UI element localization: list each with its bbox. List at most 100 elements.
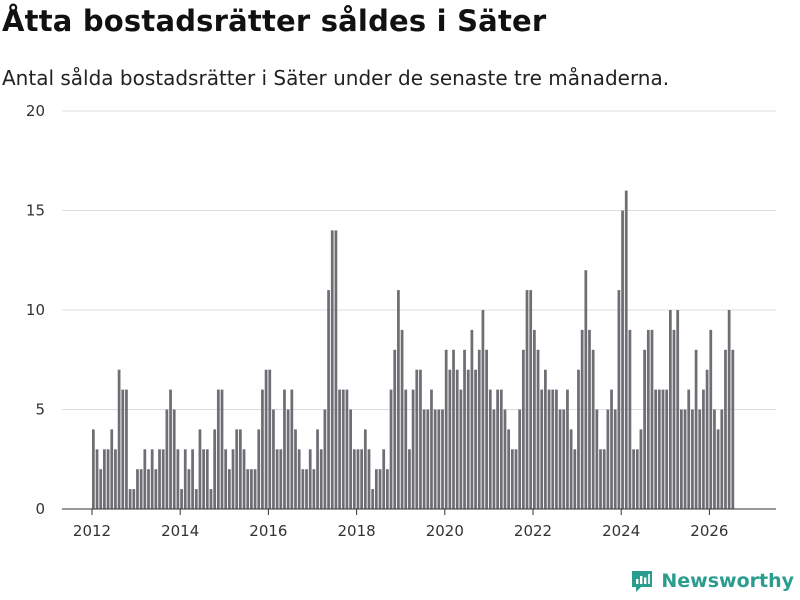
x-axis: 2012 2014 2016 2018 2020 2022 2024 2026 xyxy=(62,508,776,540)
bar xyxy=(455,369,459,509)
bar xyxy=(283,389,286,509)
bar xyxy=(172,409,176,509)
bar xyxy=(352,449,356,509)
bar xyxy=(617,290,621,509)
bar xyxy=(301,469,305,509)
bar xyxy=(297,449,301,509)
bar xyxy=(150,449,154,509)
bar xyxy=(643,349,646,509)
bar xyxy=(338,389,341,509)
x-tick-label: 2018 xyxy=(338,522,376,540)
bar xyxy=(691,409,694,509)
bar xyxy=(676,310,680,509)
bar xyxy=(727,310,731,509)
y-tick-label: 20 xyxy=(26,102,45,120)
bar xyxy=(433,409,437,509)
bar xyxy=(650,329,654,509)
bar xyxy=(496,389,499,509)
bar xyxy=(382,449,386,509)
bar xyxy=(360,449,364,509)
y-tick-label: 5 xyxy=(35,401,45,419)
bar xyxy=(724,349,727,509)
bar xyxy=(441,409,444,509)
chart-title: Åtta bostadsrätter såldes i Säter xyxy=(2,4,547,38)
bar xyxy=(621,210,624,509)
bar xyxy=(294,429,297,509)
bar xyxy=(154,469,158,509)
bar xyxy=(613,409,617,509)
newsworthy-logo-icon xyxy=(632,571,653,592)
newsworthy-logo: Newsworthy xyxy=(629,568,794,594)
bar xyxy=(397,290,400,509)
bar xyxy=(510,449,514,509)
bars xyxy=(92,190,735,509)
bar xyxy=(356,449,360,509)
bar xyxy=(319,449,323,509)
bar xyxy=(235,429,239,509)
bar xyxy=(702,389,705,509)
bar xyxy=(216,389,220,509)
bar xyxy=(488,389,492,509)
bar xyxy=(529,290,533,509)
bar xyxy=(555,389,558,509)
bar xyxy=(220,389,224,509)
bar xyxy=(275,449,279,509)
bar xyxy=(246,469,250,509)
bar xyxy=(665,389,669,509)
bar xyxy=(573,449,577,509)
bar xyxy=(408,449,411,509)
bar xyxy=(474,369,477,509)
bar xyxy=(713,409,716,509)
bar xyxy=(114,449,117,509)
bar xyxy=(231,449,235,509)
bar xyxy=(463,349,466,509)
x-tick-label: 2024 xyxy=(602,522,640,540)
bar xyxy=(680,409,683,509)
bar xyxy=(624,190,628,509)
bar xyxy=(92,429,95,509)
bar xyxy=(213,429,217,509)
bar xyxy=(323,409,327,509)
bar xyxy=(518,409,522,509)
bar xyxy=(705,369,709,509)
bar xyxy=(374,469,378,509)
bar xyxy=(290,389,294,509)
x-tick-label: 2022 xyxy=(514,522,552,540)
bar xyxy=(308,449,312,509)
bar xyxy=(503,409,507,509)
bar xyxy=(191,449,194,509)
bar xyxy=(635,449,639,509)
bar xyxy=(720,409,724,509)
bar xyxy=(165,409,169,509)
bar xyxy=(551,389,555,509)
bar xyxy=(272,409,275,509)
bar xyxy=(187,469,191,509)
bar xyxy=(147,469,150,509)
bar xyxy=(117,369,121,509)
bar xyxy=(393,349,397,509)
bar xyxy=(257,429,261,509)
bar xyxy=(386,469,389,509)
bar xyxy=(305,469,308,509)
bar xyxy=(136,469,139,509)
bar xyxy=(253,469,257,509)
y-tick-label: 15 xyxy=(26,202,45,220)
bar xyxy=(224,449,228,509)
bar xyxy=(514,449,518,509)
bar xyxy=(378,469,382,509)
bar xyxy=(367,449,371,509)
bar xyxy=(103,449,106,509)
bar xyxy=(143,449,147,509)
bar xyxy=(242,449,246,509)
bar xyxy=(444,349,448,509)
bar xyxy=(591,349,595,509)
bar xyxy=(687,389,691,509)
bar xyxy=(646,329,650,509)
bar xyxy=(327,290,330,509)
bar xyxy=(389,389,393,509)
bar xyxy=(169,389,172,509)
bar xyxy=(209,489,213,509)
bar xyxy=(566,389,569,509)
bar xyxy=(481,310,485,509)
bar xyxy=(466,369,470,509)
